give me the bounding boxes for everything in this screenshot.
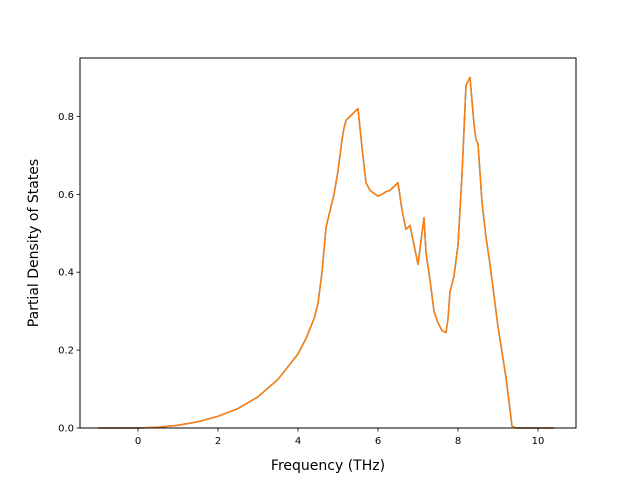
y-tick-label: 0.6 — [58, 190, 74, 201]
x-tick-label: 8 — [455, 436, 461, 447]
x-tick-label: 6 — [375, 436, 381, 447]
y-tick-label: 0.4 — [58, 268, 74, 279]
y-axis: 0.0 0.2 0.4 0.6 0.8 — [58, 112, 80, 435]
x-tick-label: 2 — [215, 436, 221, 447]
plot-area — [98, 76, 554, 429]
y-tick-label: 0.2 — [58, 346, 74, 357]
series-line-2 — [98, 76, 554, 429]
y-axis-title: Partial Density of States — [26, 159, 42, 327]
y-tick-label: 0.8 — [58, 112, 74, 123]
axes-frame — [79, 57, 577, 429]
x-axis: 0 2 4 6 8 10 — [135, 428, 545, 447]
x-tick-label: 0 — [135, 436, 141, 447]
y-tick-label: 0.0 — [58, 424, 74, 435]
x-axis-title: Frequency (THz) — [271, 458, 385, 474]
x-tick-label: 10 — [532, 436, 545, 447]
x-tick-label: 4 — [295, 436, 301, 447]
